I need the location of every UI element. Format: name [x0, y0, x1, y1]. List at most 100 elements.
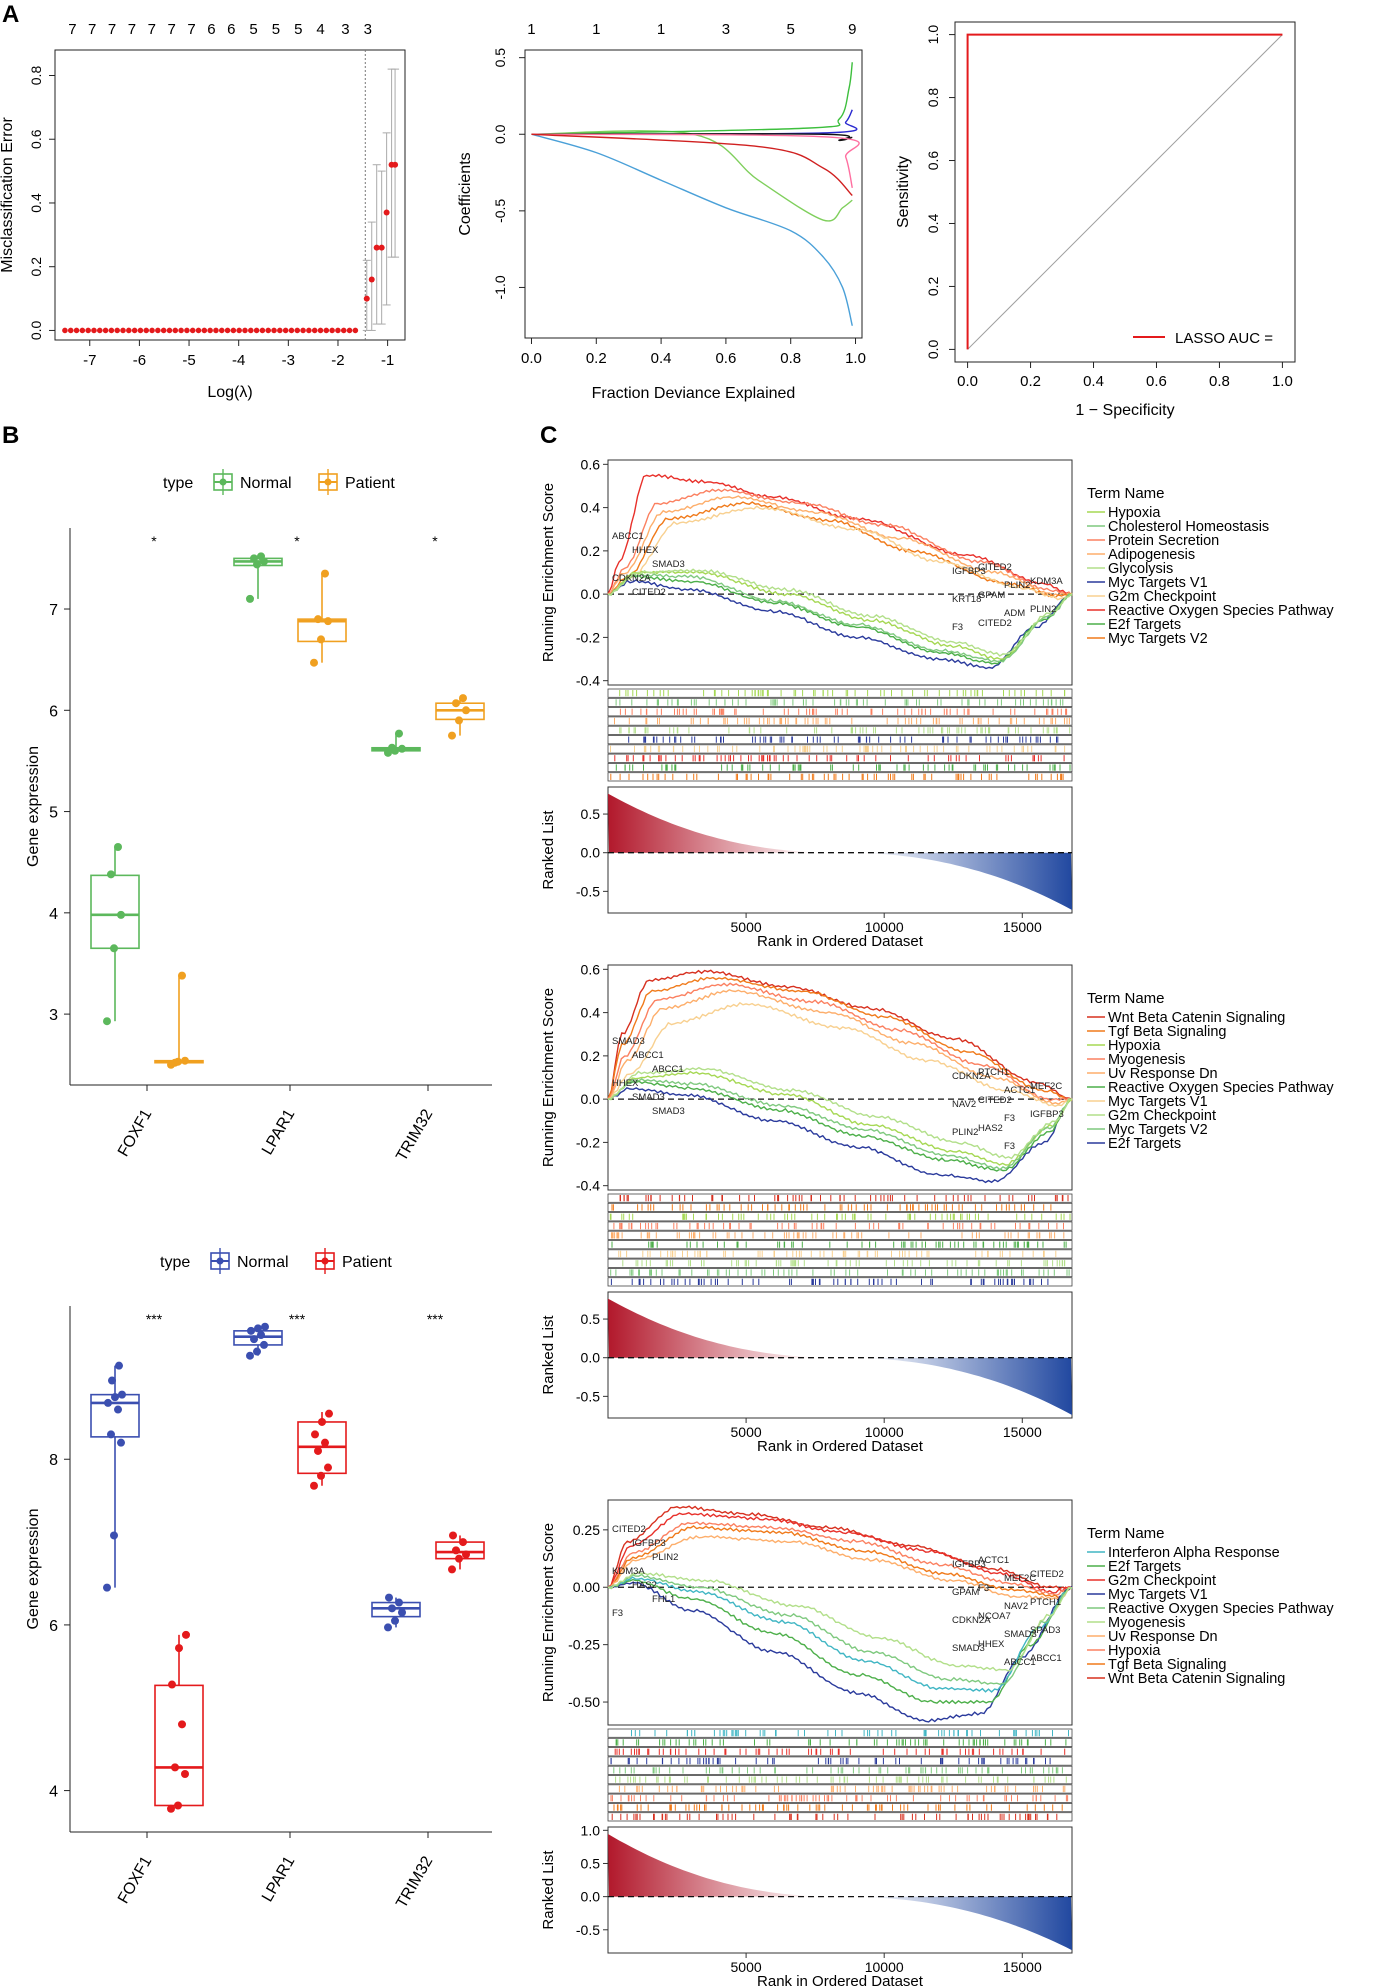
- box-y-tick-label: 6: [49, 703, 58, 720]
- box-data-point: [110, 1531, 118, 1539]
- gsea-hit-strip: [608, 689, 1072, 697]
- cv-error-point: [392, 162, 398, 168]
- coef-x-tick-label: 1.0: [845, 350, 866, 367]
- gsea-rank-tick-label: 0.0: [581, 1350, 601, 1366]
- box-significance-label: *: [151, 533, 157, 549]
- cv-error-point: [242, 328, 248, 334]
- gsea-rank-axis-label: Ranked List: [540, 1850, 557, 1930]
- coef-path-line: [531, 134, 852, 195]
- box-significance-label: *: [294, 533, 300, 549]
- box-data-point: [178, 972, 186, 980]
- cv-error-point: [260, 328, 266, 334]
- panel-label-b: B: [2, 422, 19, 449]
- gsea-gene-label: ABCC1: [612, 531, 644, 542]
- cv-error-point: [248, 328, 254, 334]
- cv-error-point: [190, 328, 196, 334]
- gsea-hit-strip: [608, 1268, 1072, 1276]
- gsea-es-axis-label: Running Enrichment Score: [540, 483, 557, 662]
- box-data-point: [246, 1352, 254, 1360]
- box-data-point: [459, 694, 467, 702]
- coef-y-tick-label: -1.0: [492, 275, 508, 299]
- box-data-point: [175, 1644, 183, 1652]
- gsea-rank-tick-label: -0.5: [576, 1922, 600, 1938]
- gsea-es-tick-label: 0.25: [573, 1522, 600, 1538]
- cv-y-tick-label: 0.0: [28, 320, 44, 340]
- gsea-gene-label: PLIN2: [1030, 604, 1056, 615]
- cv-error-point: [379, 245, 385, 251]
- gsea-es-tick-label: 0.4: [581, 1005, 601, 1021]
- box-iqr: [155, 1685, 203, 1805]
- gsea-es-axis-label: Running Enrichment Score: [540, 988, 557, 1167]
- gsea-gene-label: PLIN2: [952, 1127, 978, 1138]
- coef-y-axis-label: Coefficients: [457, 152, 474, 235]
- box-data-point: [317, 635, 325, 643]
- coef-x-tick-label: 0.0: [521, 350, 542, 367]
- cv-y-tick-label: 0.8: [28, 66, 44, 86]
- gsea-x-tick-label: 15000: [1003, 1959, 1042, 1975]
- gsea-es-axis-label: Running Enrichment Score: [540, 1523, 557, 1702]
- cv-error-point: [277, 328, 283, 334]
- gsea-rank-tick-label: -0.5: [576, 883, 600, 899]
- gsea-gene-label: PTCH1: [1030, 1597, 1061, 1608]
- gsea-gene-label: SMAD3: [632, 1092, 665, 1103]
- gsea-hit-strip: [608, 1241, 1072, 1249]
- box-data-point: [260, 1341, 268, 1349]
- gsea-es-curve: [608, 489, 1072, 595]
- gsea-gene-label: PLIN2: [1004, 580, 1030, 591]
- roc-x-axis-label: 1 − Specificity: [1075, 402, 1174, 419]
- box-data-point: [118, 1391, 126, 1399]
- box-data-point: [171, 1059, 179, 1067]
- gsea-gene-label: F3: [1004, 1141, 1015, 1152]
- cv-error-point: [283, 328, 289, 334]
- gsea-gene-label: HHEX: [978, 1639, 1005, 1650]
- coef-top-tick-label: 9: [848, 21, 856, 38]
- cv-error-point: [353, 328, 359, 334]
- coef-path-line: [531, 62, 852, 134]
- gsea-x-tick-label: 15000: [1003, 1424, 1042, 1440]
- gsea-es-tick-label: -0.4: [576, 673, 600, 689]
- box-data-point: [246, 595, 254, 603]
- box-y-tick-label: 5: [49, 805, 58, 822]
- box-data-point: [395, 730, 403, 738]
- cv-top-tick-label: 7: [167, 21, 175, 38]
- cv-error-point: [172, 328, 178, 334]
- cv-error-point: [109, 328, 115, 334]
- box-data-point: [257, 552, 265, 560]
- cv-error-point: [335, 328, 341, 334]
- box-legend-key-dot: [325, 479, 332, 486]
- cv-error-point: [114, 328, 120, 334]
- gsea-es-curve: [608, 1003, 1072, 1106]
- box-data-point: [171, 1763, 179, 1771]
- cv-error-point: [271, 328, 277, 334]
- box-data-point: [111, 1393, 119, 1401]
- box-data-point: [314, 1447, 322, 1455]
- gsea-es-curve: [608, 1072, 1072, 1165]
- box-data-point: [448, 732, 456, 740]
- coef-top-tick-label: 1: [592, 21, 600, 38]
- box-data-point: [449, 1531, 457, 1539]
- cv-top-tick-label: 5: [249, 21, 257, 38]
- box-iqr: [91, 875, 139, 948]
- cv-x-tick-label: -5: [182, 352, 195, 369]
- roc-x-tick-label: 0.6: [1146, 373, 1167, 390]
- gsea-es-tick-label: 0.6: [581, 456, 601, 472]
- panel-label-c: C: [540, 422, 557, 449]
- box-data-point: [104, 1399, 112, 1407]
- gsea-hit-strip: [608, 1222, 1072, 1230]
- cv-error-point: [341, 328, 347, 334]
- gsea-gene-label: FHL1: [652, 1594, 675, 1605]
- cv-error-point: [126, 328, 132, 334]
- gsea-rank-tick-label: 0.5: [581, 1855, 601, 1871]
- coef-top-tick-label: 5: [787, 21, 795, 38]
- box-data-point: [250, 1335, 258, 1343]
- gsea-es-tick-label: -0.4: [576, 1178, 600, 1194]
- cv-error-point: [143, 328, 149, 334]
- gsea-hit-strip: [608, 1738, 1072, 1746]
- cv-error-point: [161, 328, 167, 334]
- gsea-ranked-area: [608, 1834, 1072, 1950]
- cv-error-point: [312, 328, 318, 334]
- coef-x-tick-label: 0.4: [651, 350, 672, 367]
- gsea-legend-title: Term Name: [1087, 1525, 1165, 1542]
- gsea-legend-label: Wnt Beta Catenin Signaling: [1108, 1671, 1285, 1687]
- gsea-hit-strip: [608, 773, 1072, 781]
